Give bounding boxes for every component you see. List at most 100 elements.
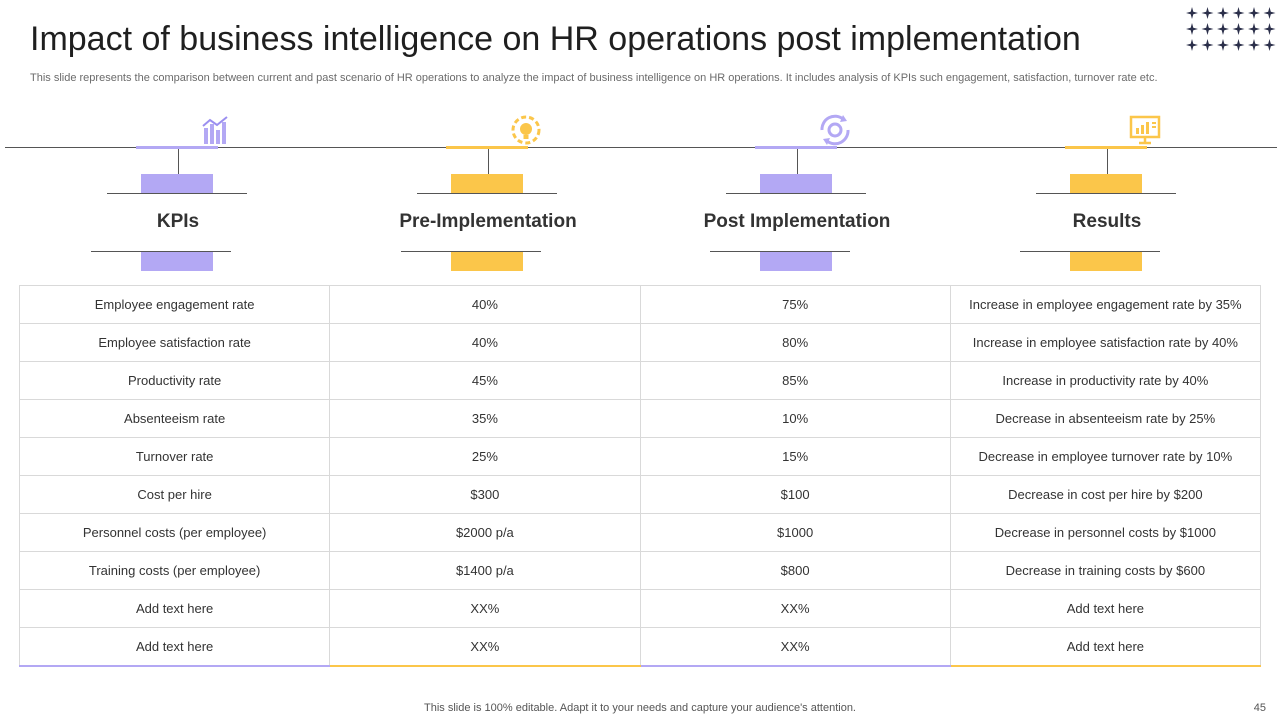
table-cell: 45% (329, 361, 641, 400)
table-cell: 15% (639, 437, 951, 476)
table-cell: Add text here (949, 589, 1262, 628)
idea-gear-icon (511, 115, 541, 145)
results-bottom-line (1020, 251, 1160, 252)
table-cell: Decrease in absenteeism rate by 25% (949, 399, 1262, 438)
table-cell: $1400 p/a (329, 551, 641, 590)
star-pattern-icon (1186, 7, 1276, 51)
star-shape (1201, 23, 1214, 35)
timeline-line (5, 147, 1277, 148)
kpis-bottom-block (141, 252, 213, 271)
table-cell: Decrease in training costs by $600 (949, 551, 1262, 590)
table-cell: 80% (639, 323, 951, 362)
table-row: Add text here XX% XX% Add text here (18, 589, 1262, 628)
table-cell: $100 (639, 475, 951, 514)
table-cell: XX% (329, 589, 641, 628)
results-bottom-block (1070, 252, 1142, 271)
post-bottom-block (760, 252, 832, 271)
table-cell: Decrease in employee turnover rate by 10… (949, 437, 1262, 476)
star-shape (1232, 23, 1245, 35)
presentation-board-icon (1129, 115, 1161, 145)
table-cell: Increase in employee engagement rate by … (949, 285, 1262, 324)
star-shape (1263, 23, 1276, 35)
table-cell: $800 (639, 551, 951, 590)
star-shape (1217, 23, 1229, 35)
page-number: 45 (1253, 702, 1266, 714)
post-cap (755, 146, 837, 149)
table-row: Productivity rate 45% 85% Increase in produ… (18, 361, 1262, 400)
table-cell: 40% (329, 323, 641, 362)
table-row: Turnover rate 25% 15% Decrease in employee … (18, 437, 1262, 476)
results-top-line (1036, 193, 1176, 194)
results-stem (1107, 149, 1108, 174)
column-header-pre: Pre-Implementation (399, 112, 653, 277)
footer-note: This slide is 100% editable. Adapt it to… (424, 702, 856, 714)
post-bottom-line (710, 251, 850, 252)
pre-stem (488, 149, 489, 174)
chart-bars-icon (202, 116, 228, 144)
table-cell: Personnel costs (per employee) (18, 513, 331, 552)
star-shape (1217, 7, 1229, 19)
table-cell: Cost per hire (18, 475, 331, 514)
table-cell: 40% (329, 285, 641, 324)
comparison-table: Employee engagement rate 40% 75% Increase i… (18, 285, 1262, 667)
column-header-kpis: KPIs (91, 112, 343, 277)
table-cell: Turnover rate (18, 437, 331, 476)
table-cell: Add text here (949, 627, 1262, 667)
star-shape (1248, 7, 1260, 19)
column-label-post: Post Implementation (703, 211, 891, 232)
kpis-top-line (107, 193, 247, 194)
table-row: Employee satisfaction rate 40% 80% Increase… (18, 323, 1262, 362)
table-cell: 85% (639, 361, 951, 400)
table-cell: Add text here (18, 589, 331, 628)
table-cell: Add text here (18, 627, 331, 667)
pre-bottom-line (401, 251, 541, 252)
star-shape (1201, 7, 1214, 19)
column-label-kpis: KPIs (156, 211, 200, 232)
table-cell: $300 (329, 475, 641, 514)
star-shape (1232, 7, 1245, 19)
table-cell: Employee satisfaction rate (18, 323, 331, 362)
star-shape (1201, 39, 1214, 51)
kpis-bottom-line (91, 251, 231, 252)
table-cell: 35% (329, 399, 641, 438)
table-cell: Absenteeism rate (18, 399, 331, 438)
results-cap (1065, 146, 1147, 149)
table-cell: $2000 p/a (329, 513, 641, 552)
kpis-stem (178, 149, 179, 174)
star-shape (1248, 23, 1260, 35)
kpis-cap (136, 146, 218, 149)
slide-title: Impact of business intelligence on HR op… (30, 20, 1081, 58)
table-cell: XX% (639, 589, 951, 628)
slide-subtitle: This slide represents the comparison bet… (30, 72, 1158, 84)
pre-top-line (417, 193, 557, 194)
star-shape (1186, 23, 1198, 35)
table-row: Absenteeism rate 35% 10% Decrease in absent… (18, 399, 1262, 438)
star-shape (1186, 39, 1198, 51)
star-shape (1248, 39, 1260, 51)
pre-bottom-block (451, 252, 523, 271)
table-row: Cost per hire $300 $100 Decrease in cost pe… (18, 475, 1262, 514)
pre-top-block (451, 174, 523, 193)
results-top-block (1070, 174, 1142, 193)
table-cell: Increase in productivity rate by 40% (949, 361, 1262, 400)
post-top-block (760, 174, 832, 193)
table-cell: Training costs (per employee) (18, 551, 331, 590)
star-shape (1232, 39, 1245, 51)
post-stem (797, 149, 798, 174)
table-row: Add text here XX% XX% Add text here (18, 627, 1262, 667)
table-cell: 10% (639, 399, 951, 438)
column-header-post: Post Implementation (704, 112, 962, 277)
star-shape (1217, 39, 1229, 51)
pre-cap (446, 146, 528, 149)
post-top-line (726, 193, 866, 194)
column-label-pre: Pre-Implementation (399, 211, 577, 232)
table-cell: 75% (639, 285, 951, 324)
table-cell: XX% (639, 627, 951, 667)
star-shape (1186, 7, 1198, 19)
table-row: Employee engagement rate 40% 75% Increase i… (18, 285, 1262, 324)
cycle-gear-icon (820, 114, 850, 146)
table-cell: 25% (329, 437, 641, 476)
table-cell: XX% (329, 627, 641, 667)
table-cell: $1000 (639, 513, 951, 552)
table-row: Training costs (per employee) $1400 p/a $8… (18, 551, 1262, 590)
